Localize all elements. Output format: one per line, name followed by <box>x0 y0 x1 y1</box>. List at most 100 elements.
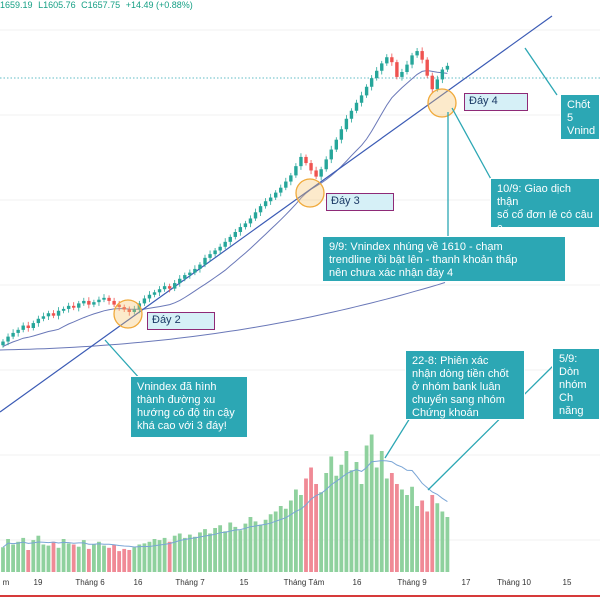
x-tick-label: Tháng Tám <box>284 578 325 587</box>
volume-bar <box>21 537 26 572</box>
volume-bar <box>309 467 313 572</box>
volume-bar <box>132 547 137 572</box>
candle <box>274 192 278 198</box>
volume-bar <box>112 544 116 572</box>
ohlc-change: +14.49 (+0.88%) <box>125 0 193 10</box>
volume-bar <box>294 489 298 572</box>
volume-bar <box>51 541 56 572</box>
candle <box>395 62 399 77</box>
candle <box>92 302 96 305</box>
candle <box>289 175 293 182</box>
candle <box>61 308 66 311</box>
volume-bar <box>420 500 425 572</box>
volume-bar <box>395 484 399 572</box>
candle <box>178 278 182 284</box>
candle <box>415 51 419 56</box>
volume-bar <box>157 540 162 572</box>
candle <box>26 325 30 328</box>
volume-bar <box>349 470 354 572</box>
pointer-line <box>524 47 558 96</box>
volume-bar <box>400 489 404 572</box>
volume-bar <box>384 478 389 572</box>
x-tick-label: 16 <box>134 578 143 587</box>
ohlc-low: L1605.76 <box>38 0 76 10</box>
volume-bar <box>36 535 41 572</box>
candle <box>385 57 389 64</box>
x-tick-label: 16 <box>353 578 362 587</box>
callout-22-8: 22-8: Phiên xác nhận dòng tiền chốt ở nh… <box>405 350 525 420</box>
x-tick-label: Tháng 9 <box>397 578 427 587</box>
label-bottom-3: Đáy 3 <box>326 193 394 211</box>
candle <box>349 110 354 119</box>
volume-bar <box>46 545 51 572</box>
volume-bar <box>374 467 379 572</box>
callout-chot: Chốt 5 Vnind này! <box>560 94 600 140</box>
volume-bar <box>102 545 106 572</box>
volume-bar <box>117 551 122 572</box>
candle <box>344 118 349 130</box>
candles <box>1 47 450 348</box>
candle <box>380 63 384 71</box>
candle <box>16 329 20 333</box>
volume-bar <box>253 521 258 572</box>
candle <box>132 309 136 312</box>
candle <box>82 300 86 304</box>
x-tick-label: m <box>3 578 10 587</box>
volume-bar <box>258 524 263 572</box>
volume-bar <box>61 539 66 572</box>
candle <box>445 65 450 70</box>
candle <box>390 57 394 63</box>
candle <box>400 72 404 77</box>
volume-bar <box>218 525 223 572</box>
volume-ma-line <box>2 460 448 548</box>
volume-bar <box>364 445 369 572</box>
candle <box>268 197 273 202</box>
candle <box>314 170 318 177</box>
volume-bar <box>203 529 207 572</box>
volume-bar <box>162 537 167 572</box>
volume-bar <box>147 541 152 572</box>
x-tick-label: 17 <box>462 578 471 587</box>
long-moving-average-line <box>0 282 446 351</box>
bottom-border <box>0 590 600 600</box>
volume-bar <box>410 486 414 572</box>
volume-bars <box>1 434 450 572</box>
volume-bar <box>445 517 450 572</box>
candle <box>359 95 364 103</box>
volume-bar <box>430 495 435 572</box>
volume-bar <box>66 543 71 572</box>
volume-bar <box>97 541 101 572</box>
volume-bar <box>334 475 339 572</box>
volume-bar <box>76 546 81 572</box>
candle <box>46 313 51 317</box>
candle <box>41 316 46 319</box>
candle <box>420 51 424 60</box>
candle <box>157 289 162 293</box>
ohlc-close: C1657.75 <box>81 0 121 10</box>
candle <box>253 212 258 219</box>
volume-bar <box>122 548 127 572</box>
candle <box>354 102 359 111</box>
volume-bar <box>152 539 157 572</box>
ohlc-readout: 1659.19 L1605.76 C1657.75 +14.49 (+0.88%… <box>0 0 196 10</box>
moving-average-line <box>2 69 448 347</box>
candle <box>147 294 152 299</box>
volume-bar <box>268 514 273 572</box>
candle <box>66 305 71 309</box>
volume-bar <box>440 511 445 572</box>
volume-bar <box>238 530 243 572</box>
candle <box>263 201 268 207</box>
candle <box>36 318 41 324</box>
callout-10-9: 10/9: Giao dịch thận số cổ đơn lẻ có câu… <box>490 178 600 228</box>
volume-bar <box>359 484 364 572</box>
bottom-2-marker <box>113 299 143 329</box>
volume-bar <box>243 523 248 572</box>
pointer-line <box>104 339 142 381</box>
candle <box>233 232 237 237</box>
candle <box>218 246 222 251</box>
callout-5-9: 5/9: Dòn nhóm Ch năng luâ nhóm BĐ DXG - … <box>552 348 600 420</box>
candle <box>223 241 227 247</box>
volume-bar <box>379 451 384 572</box>
volume-bar <box>177 533 182 572</box>
